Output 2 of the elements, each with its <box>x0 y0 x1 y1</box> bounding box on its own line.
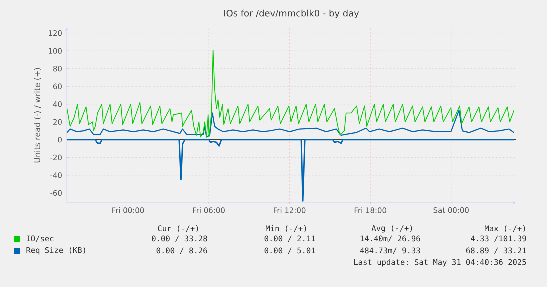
chart-title: IOs for /dev/mmcblk0 - by day <box>224 10 360 18</box>
line-series <box>67 50 515 138</box>
